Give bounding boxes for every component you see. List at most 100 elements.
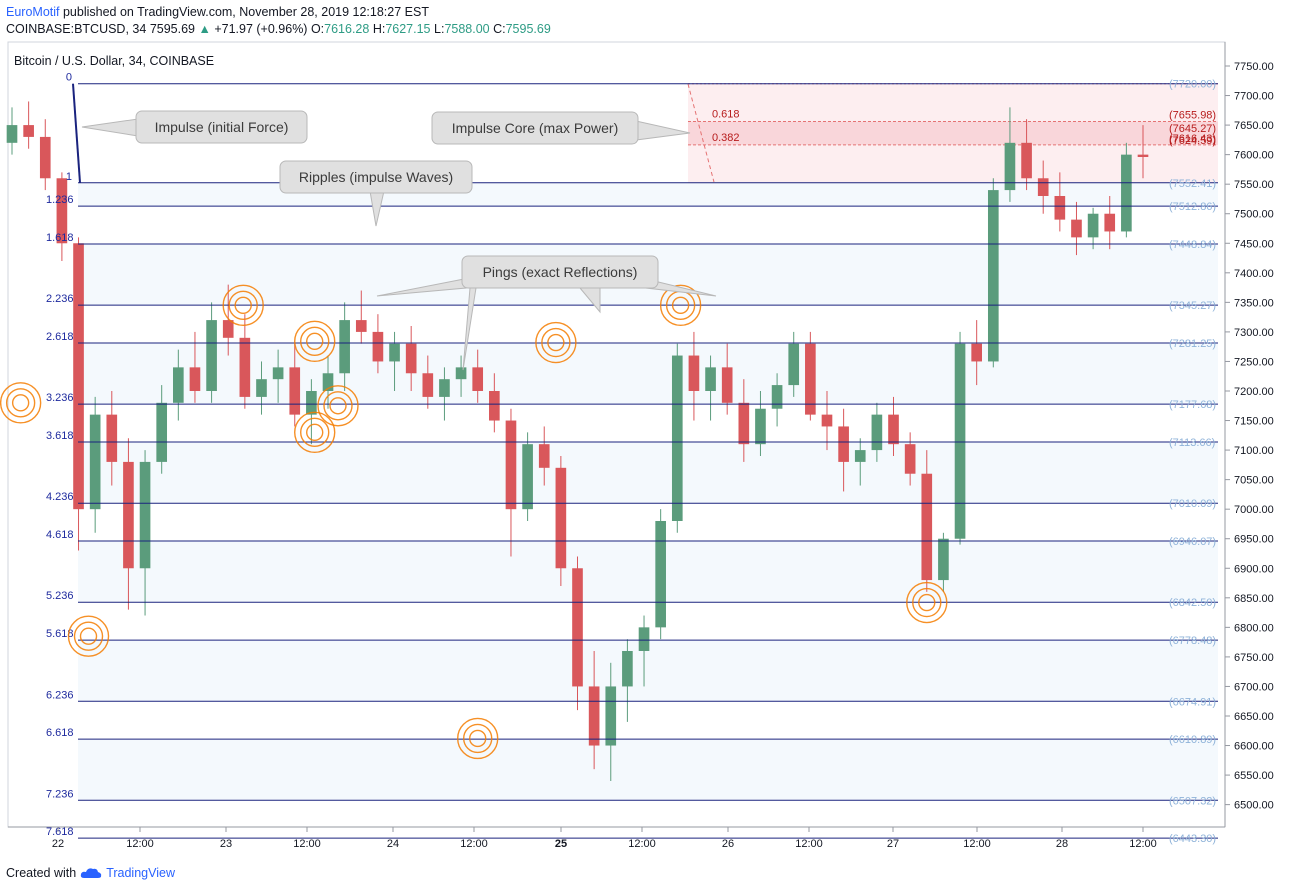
candle-body — [39, 136, 51, 179]
candle-body — [1037, 178, 1049, 196]
fib-price-label: (6674.91) — [1169, 696, 1216, 708]
callout-text: Ripples (impulse Waves) — [299, 169, 453, 185]
y-tick-label: 7700.00 — [1234, 91, 1274, 103]
fib-price-label: (7448.84) — [1169, 239, 1216, 251]
candle-body — [572, 568, 583, 687]
fib-ratio-label: 1.236 — [46, 194, 74, 206]
candle-body — [156, 402, 168, 462]
ping-ring — [457, 717, 499, 760]
candle-body — [938, 538, 949, 581]
ping-ring — [294, 320, 336, 363]
candle-body — [239, 337, 251, 397]
candle-body — [821, 414, 833, 427]
ping-ring — [5, 388, 36, 418]
ping-ring — [912, 587, 942, 618]
y-tick-label: 7350.00 — [1234, 297, 1274, 309]
candle-body — [738, 402, 750, 445]
candle-body — [222, 320, 234, 338]
candle-body — [538, 444, 550, 468]
candle-body — [472, 367, 484, 391]
candle-body — [838, 426, 849, 462]
x-tick-label: 12:00 — [628, 838, 656, 850]
y-tick-label: 7550.00 — [1234, 179, 1274, 191]
candle-body — [638, 627, 650, 651]
ping-ring — [469, 729, 487, 748]
fib-ratio-label: 4.618 — [46, 529, 74, 541]
callout-impulse-core-zone: Impulse Core (max Power) — [431, 111, 691, 145]
callout-text: Impulse (initial Force) — [155, 119, 289, 135]
candle-body — [987, 190, 999, 362]
y-tick-label: 7750.00 — [1234, 61, 1274, 73]
y-tick-label: 6900.00 — [1234, 563, 1274, 575]
close-label: C: — [493, 22, 506, 36]
fib-price-label: (6443.30) — [1169, 833, 1216, 845]
tradingview-link[interactable]: TradingView — [106, 866, 175, 880]
fib-ratio-label: 5.618 — [46, 628, 74, 640]
chart-header: EuroMotif published on TradingView.com, … — [6, 4, 551, 38]
ping-circles — [0, 284, 948, 760]
candle-body — [439, 379, 450, 397]
candle-body — [206, 320, 217, 391]
ping-ring — [329, 397, 347, 415]
candle-body — [705, 367, 716, 391]
candle-body — [355, 320, 367, 332]
impulse-leg — [72, 83, 81, 183]
close-value: 7595.69 — [505, 22, 551, 36]
fib-ratio-label: 4.236 — [46, 491, 74, 503]
author-link[interactable]: EuroMotif — [6, 5, 60, 19]
candle-body — [888, 414, 899, 445]
core-zone-dark — [688, 121, 1218, 145]
y-tick-label: 7000.00 — [1234, 504, 1274, 516]
core-ratio-label: 0.618 — [712, 109, 740, 121]
y-tick-label: 7450.00 — [1234, 238, 1274, 250]
footer: Created with TradingView — [6, 866, 175, 880]
core-price-label: (7645.27) — [1169, 123, 1216, 135]
x-tick-label: 12:00 — [963, 838, 991, 850]
fib-ratio-label: 7.236 — [46, 788, 74, 800]
x-tick-label: 12:00 — [460, 838, 488, 850]
ping-ring — [659, 284, 702, 327]
candle-body — [106, 414, 118, 462]
ping-ring — [323, 391, 353, 421]
high-label: H: — [372, 22, 386, 36]
candle-body — [139, 461, 151, 569]
x-tick-label: 26 — [722, 838, 734, 850]
fib-band — [78, 442, 1218, 504]
candle-body — [73, 243, 84, 510]
candle-body — [189, 367, 201, 391]
candle-body — [805, 343, 816, 415]
x-tick-label: 23 — [220, 838, 232, 850]
candle-body — [422, 373, 434, 397]
candle-body — [489, 390, 500, 421]
candle-body — [655, 520, 666, 628]
fib-price-label: (6778.48) — [1169, 635, 1216, 647]
fib-ratio-label: 6.236 — [46, 689, 74, 701]
fib-ratio-label: 6.618 — [46, 727, 74, 739]
candle-body — [605, 686, 617, 746]
ping-ring — [11, 394, 30, 412]
fib-ratio-label: 0 — [66, 72, 72, 84]
fib-ratio-label: 3.618 — [46, 430, 74, 442]
x-tick-label: 27 — [887, 838, 899, 850]
y-tick-label: 6950.00 — [1234, 534, 1274, 546]
candle-body — [522, 444, 533, 510]
candle-body — [688, 355, 700, 391]
x-tick-label: 12:00 — [126, 838, 154, 850]
fib-ratio-label: 1 — [66, 171, 72, 183]
candle-body — [788, 343, 800, 386]
candle-body — [1054, 195, 1066, 220]
candle-body — [588, 686, 600, 746]
fib-band — [78, 739, 1218, 801]
ping-ring — [73, 621, 104, 651]
fib-price-label: (7512.86) — [1169, 201, 1216, 213]
fib-band — [78, 342, 1218, 405]
fib-ratio-label: 3.236 — [46, 392, 74, 404]
last-price: 7595.69 — [149, 22, 195, 36]
chart-title: Bitcoin / U.S. Dollar, 34, COINBASE — [14, 54, 214, 68]
fib-price-label: (6946.07) — [1169, 536, 1216, 548]
callout-box-fill — [281, 162, 471, 192]
low-label: L: — [434, 22, 445, 36]
fib-price-label: (7177.68) — [1169, 399, 1216, 411]
ohlc-line: COINBASE:BTCUSD, 34 7595.69 ▲ +71.97 (+0… — [6, 21, 551, 38]
